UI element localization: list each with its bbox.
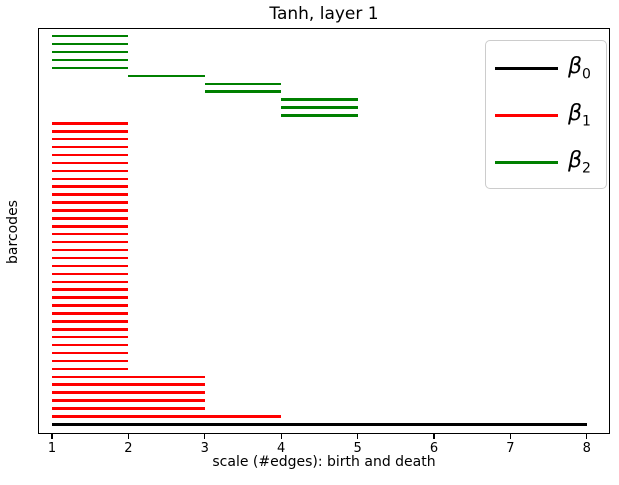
x-tick-label: 2 [124, 441, 133, 456]
barcode-bar-beta1 [52, 201, 129, 204]
barcode-bar-beta1 [52, 383, 205, 386]
x-tick-mark [51, 434, 53, 439]
barcode-bar-beta2 [281, 106, 358, 109]
x-tick-label: 4 [277, 441, 286, 456]
legend-line-beta1 [495, 114, 558, 117]
x-tick-mark [357, 434, 359, 439]
barcode-bar-beta1 [52, 209, 129, 212]
barcode-bar-beta1 [52, 399, 205, 402]
barcode-bar-beta2 [52, 66, 129, 70]
barcode-bar-beta1 [52, 367, 129, 371]
barcode-bar-beta1 [52, 288, 129, 291]
legend-label-beta0: β0 [568, 53, 591, 83]
barcode-bar-beta2 [281, 114, 358, 117]
x-tick-label: 3 [200, 441, 209, 456]
x-tick-mark [586, 434, 588, 439]
barcode-bar-beta2 [281, 98, 358, 101]
barcode-bar-beta1 [52, 185, 129, 188]
barcode-bar-beta1 [52, 240, 129, 244]
legend-label-beta2: β2 [568, 147, 591, 177]
x-tick-label: 5 [353, 441, 362, 456]
barcode-bar-beta1 [52, 343, 129, 347]
legend-line-beta0 [495, 67, 558, 70]
barcode-bar-beta1 [52, 335, 129, 339]
barcode-bar-beta1 [52, 280, 129, 283]
x-axis-label: scale (#edges): birth and death [212, 454, 436, 470]
barcode-bar-beta1 [52, 304, 129, 307]
x-tick-mark [433, 434, 435, 439]
x-tick-mark [509, 434, 512, 439]
chart-title: Tanh, layer 1 [269, 4, 379, 24]
x-tick-mark [127, 434, 129, 439]
barcode-bar-beta1 [52, 415, 282, 418]
x-tick-mark [204, 434, 206, 439]
barcode-bar-beta2 [52, 34, 129, 38]
legend-entry-beta2: β2 [486, 147, 606, 177]
barcode-bar-beta1 [52, 272, 129, 275]
barcode-bar-beta1 [52, 256, 129, 260]
barcode-bar-beta1 [52, 328, 129, 331]
legend-line-beta2 [495, 161, 558, 164]
barcode-bar-beta1 [52, 161, 129, 165]
x-tick-label: 1 [47, 441, 57, 456]
barcode-bar-beta2 [204, 90, 282, 93]
y-axis-label: barcodes [5, 200, 21, 264]
plot-area: 1 2 3 4 5 6 7 8 [38, 28, 610, 456]
barcode-bar-beta1 [52, 130, 129, 133]
barcode-bar-beta1 [52, 312, 129, 315]
barcode-bar-beta2 [52, 42, 129, 46]
barcode-bar-beta1 [52, 193, 129, 196]
barcode-bar-beta2 [52, 50, 129, 54]
barcode-bar-beta2 [52, 58, 129, 62]
barcode-bar-beta1 [52, 351, 129, 355]
x-tick-label: 6 [429, 441, 439, 456]
legend-label-beta1: β1 [568, 100, 591, 130]
barcode-bar-beta1 [52, 359, 129, 363]
legend: β0 β1 β2 [485, 40, 607, 189]
barcode-bar-beta1 [52, 407, 205, 410]
barcode-bar-beta1 [52, 232, 129, 236]
barcode-bar-beta1 [52, 145, 129, 149]
barcode-bar-beta1 [52, 177, 129, 180]
legend-entry-beta0: β0 [486, 53, 606, 83]
barcode-bar-beta1 [52, 122, 129, 125]
legend-entry-beta1: β1 [486, 100, 606, 130]
barcode-bar-beta1 [52, 137, 129, 141]
barcode-bar-beta1 [52, 264, 129, 268]
barcode-bar-beta1 [52, 320, 129, 323]
barcode-bar-beta1 [52, 225, 129, 228]
barcode-bar-beta2 [204, 82, 282, 85]
barcode-bar-beta1 [52, 375, 205, 378]
barcode-bar-beta1 [52, 169, 129, 173]
barcode-bar-beta1 [52, 248, 129, 252]
barcode-bar-beta2 [128, 74, 205, 77]
x-tick-label: 8 [582, 441, 591, 456]
barcode-bar-beta1 [52, 391, 205, 394]
barcode-bar-beta1 [52, 217, 129, 220]
barcode-bar-beta1 [52, 153, 129, 157]
x-tick-label: 7 [506, 441, 515, 456]
barcode-bar-beta1 [52, 296, 129, 299]
barcode-bar-beta0 [52, 423, 587, 426]
x-tick-mark [280, 434, 282, 439]
